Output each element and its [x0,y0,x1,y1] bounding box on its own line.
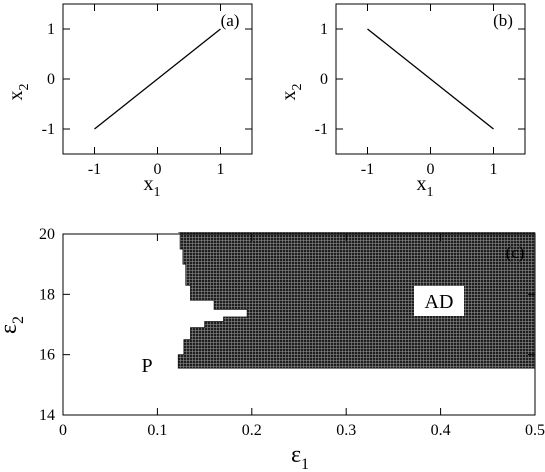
panel-a-ytick-label: 1 [47,21,55,38]
panel-a-ytick-label: -1 [42,121,55,138]
panel-a-xlabel-sub: 1 [154,185,161,200]
panel-b-xtick-label: 0 [427,161,435,178]
panel-a-label: (a) [221,11,240,30]
panel-b-xlabel: x1 [417,173,434,200]
panel-c-ticks: 0 0.1 0.2 0.3 0.4 0.5 14 16 18 20 [39,226,545,439]
panel-c-xtick-label: 0.5 [525,422,545,439]
panel-c-ytick-label: 18 [39,286,55,303]
panel-c-ytick-label: 20 [39,226,55,243]
panel-b-series-line [367,28,494,130]
panel-a-xtick-label: -1 [88,161,101,178]
ad-label-box [414,286,464,316]
panel-c-ylabel-main: ε [0,324,22,334]
panel-c-xlabel: ε1 [291,442,309,472]
panel-c-xlabel-sub: 1 [301,456,309,472]
panel-b-ylabel-sub: 2 [290,84,305,91]
panel-a-ylabel-sub: 2 [17,84,32,91]
panel-b-ticks: -1 0 1 -1 0 1 [315,4,525,178]
panel-c-xtick-label: 0.3 [336,422,356,439]
panel-b-ylabel-main: x [278,91,300,101]
panel-a-xtick-label: 0 [154,161,162,178]
p-region-label: P [141,355,152,377]
panel-b-ylabel: x2 [278,84,305,101]
ad-region-label: AD [425,291,454,313]
panel-a: -1 0 1-101 (a) x1 x2 [5,3,253,200]
panel-b-ytick-label: 1 [320,21,328,38]
panel-b-xtick-label: -1 [361,161,374,178]
panel-b-xlabel-main: x [417,173,427,195]
panel-c-ytick-label: 14 [39,407,55,424]
panel-a-xtick-label: 1 [217,161,225,178]
panel-c-xtick-label: 0.4 [431,422,451,439]
panel-a-xlabel-main: x [144,173,154,195]
ad-region [177,232,536,369]
panel-c-frame [62,233,536,416]
panel-b-xtick-label: 1 [490,161,498,178]
panel-a-ylabel-main: x [5,91,27,101]
panel-a-xlabel: x1 [144,173,161,200]
panel-c-xtick-label: 0 [59,422,67,439]
panel-c-label: (c) [506,243,525,262]
panel-c-xtick-label: 0.2 [242,422,262,439]
panel-b-xlabel-sub: 1 [427,185,434,200]
panel-a-ylabel: x2 [5,84,32,101]
panel-b-label: (b) [493,11,513,30]
panel-a-ticks: -1 0 1 -1 0 1 [42,4,252,178]
panel-b-ytick-label: 0 [320,71,328,88]
panel-c-ytick-label: 16 [39,347,55,364]
panel-c-xtick-label: 0.1 [147,422,167,439]
panel-c-ylabel-sub: 2 [10,316,27,324]
panel-a-ytick-label: 0 [47,71,55,88]
panel-c-ylabel: ε2 [0,316,27,334]
panel-b: -1 0 1-101 (b) x1 x2 [278,3,526,200]
panel-a-series-line [94,28,221,130]
panel-b-ytick-label: -1 [315,121,328,138]
panel-c-xlabel-main: ε [291,442,301,468]
